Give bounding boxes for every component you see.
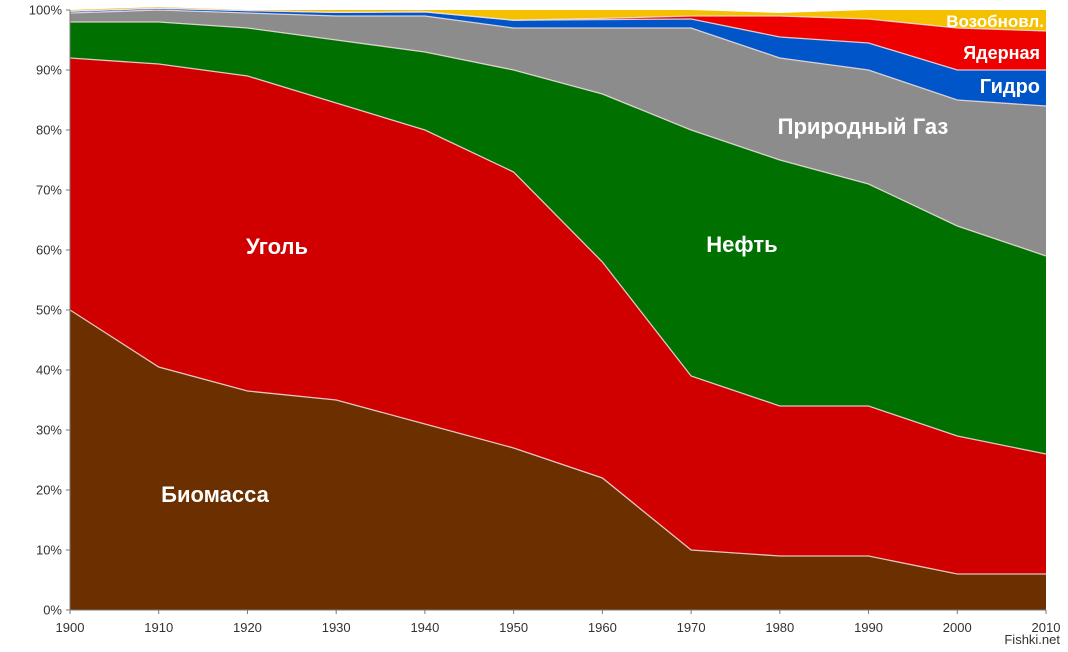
x-tick-label: 1900 [56, 620, 85, 635]
x-tick-label: 1960 [588, 620, 617, 635]
y-tick-label: 20% [36, 483, 62, 498]
axes [66, 9, 1047, 614]
x-tick-label: 1920 [233, 620, 262, 635]
area-ядерная [70, 8, 1046, 70]
x-tick-label: 1980 [765, 620, 794, 635]
area-уголь [70, 58, 1046, 574]
x-tick-label: 2000 [943, 620, 972, 635]
area-layers [70, 7, 1046, 610]
x-tick-label: 1930 [322, 620, 351, 635]
series-label-нефть: Нефть [706, 232, 777, 257]
series-labels: Биомасса Уголь Нефть Природный Газ Гидро Ядер… [161, 12, 1044, 507]
y-axis-tick-labels: 0% 10% 20% 30% 40% 50% 60% 70% 80% 90% 100% [29, 3, 63, 618]
boundary-line [69, 7, 1047, 32]
series-label-биомасса: Биомасса [161, 482, 269, 507]
y-tick-label: 50% [36, 303, 62, 318]
y-tick-label: 80% [36, 123, 62, 138]
area-биомасса [70, 310, 1046, 610]
series-label-гидро: Гидро [980, 76, 1040, 98]
x-tick-label: 1940 [410, 620, 439, 635]
y-tick-label: 40% [36, 363, 62, 378]
boundary-line [70, 21, 1047, 257]
boundary-line [69, 9, 1047, 107]
y-tick-label: 90% [36, 63, 62, 78]
y-tick-label: 70% [36, 183, 62, 198]
boundary-line [69, 57, 1047, 455]
area-природный-газ [70, 10, 1046, 256]
y-tick-label: 10% [36, 543, 62, 558]
y-tick-label: 0% [43, 603, 62, 618]
series-label-природный-газ: Природный Газ [778, 114, 949, 139]
boundary-line [69, 309, 1046, 575]
x-axis-tick-labels: 1900 1910 1920 1930 1940 1950 1960 1970 1980 1990… [56, 620, 1061, 635]
series-boundary-lines [69, 7, 1047, 575]
y-tick-label: 30% [36, 423, 62, 438]
series-label-уголь: Уголь [246, 234, 308, 259]
y-tick-label: 60% [36, 243, 62, 258]
y-tick-label: 100% [29, 3, 63, 18]
watermark: Fishki.net [1004, 632, 1060, 647]
x-tick-label: 1990 [854, 620, 883, 635]
x-tick-label: 1970 [677, 620, 706, 635]
x-tick-label: 1910 [144, 620, 173, 635]
series-label-возобновл.: Возобновл. [946, 12, 1044, 31]
x-tick-label: 2010 [1032, 620, 1061, 635]
x-tick-label: 1950 [499, 620, 528, 635]
area-нефть [70, 22, 1046, 454]
series-label-ядерная: Ядерная [963, 43, 1040, 63]
